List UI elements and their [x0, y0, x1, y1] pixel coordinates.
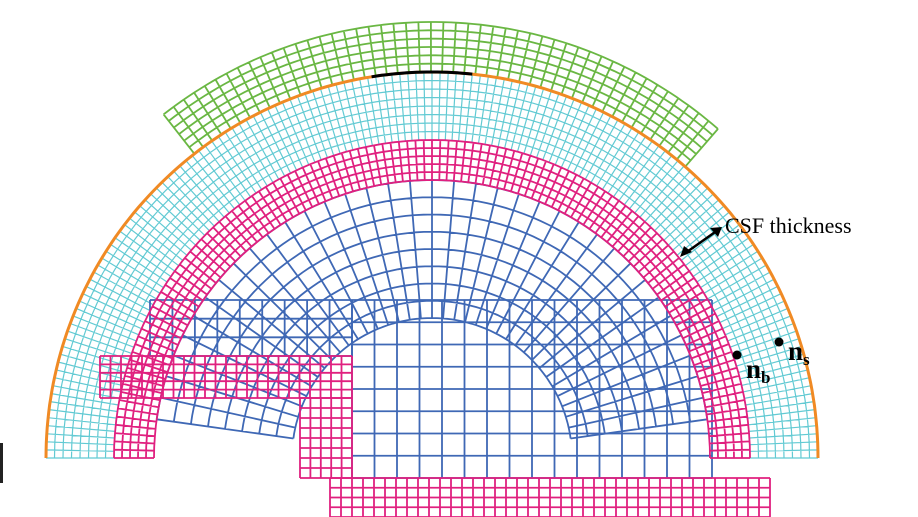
- brain-node-label: nb: [746, 354, 771, 387]
- csf-arrowhead-inner: [680, 246, 692, 257]
- white-matter-mesh: [149, 179, 713, 479]
- skull-node-label: ns: [788, 336, 810, 369]
- csf-arrowhead-outer: [710, 227, 722, 237]
- left-edge-fragment: [0, 443, 3, 483]
- skull-node-marker: [774, 337, 784, 347]
- cortex-mesh: [99, 139, 771, 517]
- csf-thickness-arrow: [683, 228, 719, 256]
- csf-thickness-label: CSF thickness: [725, 213, 852, 238]
- contact-edge: [371, 70, 473, 79]
- brain-node-marker: [732, 350, 742, 360]
